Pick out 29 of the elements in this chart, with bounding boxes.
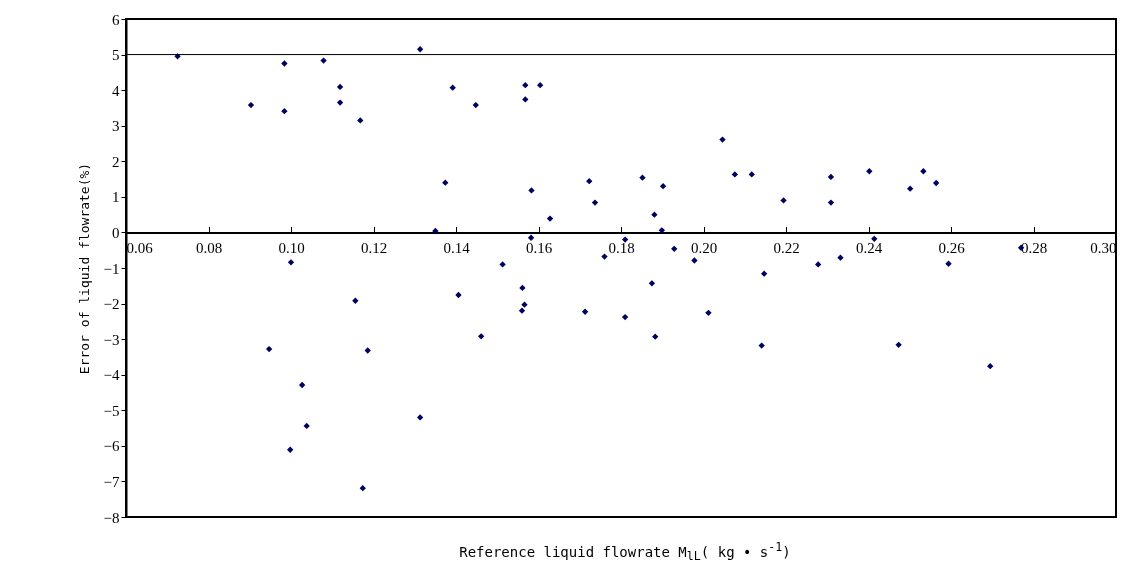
x-tick-label: 0.06	[126, 239, 154, 256]
y-tick-label: 4	[112, 82, 120, 99]
y-axis-title: Error of liquid flowrate(%)	[76, 162, 92, 375]
x-tick-label: 0.22	[773, 239, 800, 256]
y-tick-label: 2	[112, 153, 120, 170]
y-tick-label: 1	[112, 189, 120, 206]
x-tick-label: 0.08	[195, 239, 223, 256]
y-tick-label: 3	[112, 118, 120, 135]
y-tick-label: −8	[103, 509, 120, 526]
x-tick-label: 0.26	[938, 239, 966, 256]
x-tick-label: 0.14	[443, 239, 471, 256]
x-tick-label: 0.16	[525, 239, 553, 256]
x-tick-label: 0.28	[1020, 239, 1048, 256]
y-tick-label: 6	[112, 11, 120, 28]
y-tick-label: 0	[112, 224, 120, 241]
y-tick-label: −4	[103, 367, 120, 384]
y-tick-label: −3	[103, 331, 120, 348]
y-tick-label: −1	[103, 260, 120, 277]
y-tick-label: −2	[103, 296, 120, 313]
x-axis-title: Reference liquid flowrate M$_{lL}$( kg • s$^{-1}$)	[458, 540, 792, 564]
x-tick-label: 0.20	[690, 239, 718, 256]
x-tick-label: 0.24	[855, 239, 883, 256]
x-tick-label: 0.12	[360, 239, 388, 256]
y-tick-label: −5	[103, 402, 120, 419]
y-tick-label: 5	[112, 47, 120, 64]
y-tick-label: −6	[103, 438, 120, 455]
x-tick-label: 0.10	[278, 239, 305, 256]
y-tick-label: −7	[103, 473, 120, 490]
x-tick-label: 0.18	[608, 239, 635, 256]
